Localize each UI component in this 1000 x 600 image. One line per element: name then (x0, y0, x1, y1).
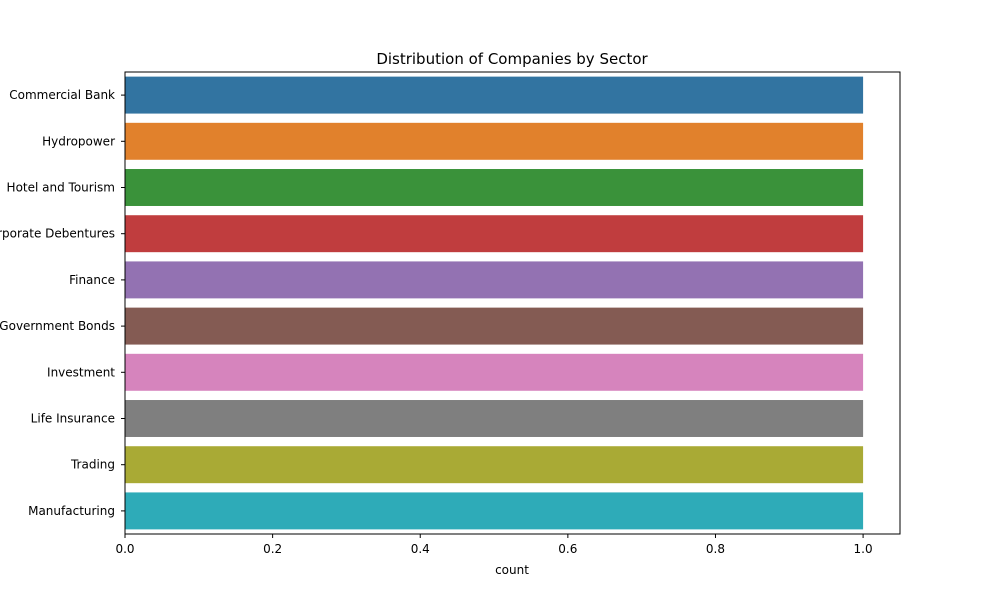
bar-5 (125, 307, 864, 345)
x-tick-label: 0.8 (706, 542, 725, 556)
y-tick-label: Commercial Bank (9, 88, 115, 102)
y-tick-label: Life Insurance (31, 412, 115, 426)
y-tick-label: Hydropower (42, 134, 115, 148)
x-tick-label: 0.2 (263, 542, 282, 556)
x-axis-label: count (495, 563, 529, 577)
y-tick-label: Finance (69, 273, 115, 287)
y-tick-label: Investment (47, 365, 115, 379)
bar-1 (125, 122, 864, 160)
bar-2 (125, 169, 864, 206)
bar-7 (125, 400, 864, 437)
bar-6 (125, 353, 864, 391)
bar-4 (125, 261, 864, 299)
x-tick-label: 0.6 (558, 542, 577, 556)
x-tick-label: 0.4 (411, 542, 430, 556)
y-tick-label: Government Bonds (0, 319, 115, 333)
bar-3 (125, 215, 864, 253)
y-tick-label: Corporate Debentures (0, 227, 115, 241)
y-tick-label: Hotel and Tourism (7, 181, 115, 195)
x-axis: 0.0 0.2 0.4 0.6 0.8 1.0 (115, 534, 873, 556)
bar-8 (125, 446, 864, 484)
y-tick-label: Trading (70, 458, 115, 472)
x-tick-label: 1.0 (854, 542, 873, 556)
y-tick-label: Manufacturing (28, 504, 115, 518)
bars-group (125, 76, 864, 530)
bar-0 (125, 76, 864, 114)
x-tick-label: 0.0 (115, 542, 134, 556)
bar-9 (125, 492, 864, 530)
chart-title: Distribution of Companies by Sector (376, 50, 648, 68)
plot-area: Commercial Bank Hydropower Hotel and Touri… (0, 71, 901, 556)
y-axis: Commercial Bank Hydropower Hotel and Touri… (0, 88, 125, 518)
plot-frame (124, 71, 901, 535)
